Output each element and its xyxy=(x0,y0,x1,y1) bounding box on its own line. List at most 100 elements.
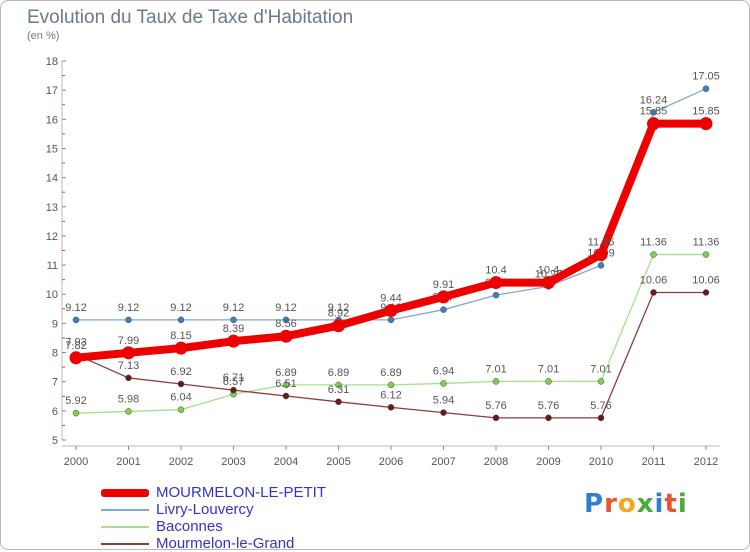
data-point xyxy=(72,316,80,324)
data-point xyxy=(647,117,660,131)
data-label: 15.85 xyxy=(640,106,668,118)
data-label: 15.85 xyxy=(692,106,720,118)
data-label: 8.39 xyxy=(223,323,244,335)
data-point xyxy=(440,306,447,313)
data-label: 7.82 xyxy=(65,340,86,352)
legend-label: Livry-Louvercy xyxy=(156,501,254,518)
data-point xyxy=(177,380,185,388)
data-label: 7.01 xyxy=(590,363,611,375)
data-point xyxy=(384,304,398,318)
logo-letter: i xyxy=(677,489,688,519)
series-mourmelon-le-grand: 7.93 7.13 6.92 6.71 6.51 6.31 6.12 5.94 5.76 5.76… xyxy=(65,274,720,422)
data-label: 6.04 xyxy=(170,392,191,404)
data-point xyxy=(387,381,395,389)
data-point xyxy=(702,251,710,258)
data-label: 6.94 xyxy=(433,365,454,377)
data-label: 6.57 xyxy=(223,376,244,388)
chart-title: Evolution du Taux de Taxe d'Habitation xyxy=(27,7,354,28)
data-point xyxy=(122,346,135,360)
data-label: 6.31 xyxy=(328,384,349,396)
x-tick-label: 2001 xyxy=(116,456,140,468)
data-label: 6.71 xyxy=(223,372,244,384)
data-point xyxy=(545,414,552,422)
data-label: 7.99 xyxy=(118,335,139,347)
data-label: 5.76 xyxy=(590,400,611,412)
data-point xyxy=(492,291,500,299)
y-tick-label: 14 xyxy=(46,173,58,185)
data-label: 5.94 xyxy=(433,395,454,407)
y-tick-label: 11 xyxy=(47,260,58,272)
x-tick-label: 2000 xyxy=(64,456,88,468)
y-tick-label: 16 xyxy=(46,114,58,126)
x-tick-label: 2010 xyxy=(589,456,613,468)
data-point xyxy=(335,381,342,389)
data-label: 6.89 xyxy=(380,367,401,379)
legend-swatch xyxy=(101,525,149,528)
x-tick-label: 2004 xyxy=(274,456,298,468)
data-label: 10.06 xyxy=(692,274,720,286)
data-point xyxy=(335,398,342,406)
data-point xyxy=(177,316,185,324)
data-label: 10.06 xyxy=(640,274,668,286)
proxiti-logo: Proxiti xyxy=(584,489,688,519)
data-point xyxy=(230,316,237,324)
logo-letter: i xyxy=(654,489,665,519)
y-tick-label: 18 xyxy=(46,56,58,68)
data-point xyxy=(492,414,500,422)
x-tick-label: 2002 xyxy=(169,456,193,468)
data-label: 9.12 xyxy=(223,302,244,314)
logo-letter: P xyxy=(584,489,605,519)
x-tick-label: 2006 xyxy=(379,456,403,468)
x-tick-label: 2012 xyxy=(694,456,718,468)
data-label: 6.92 xyxy=(170,366,191,378)
data-label: 5.92 xyxy=(65,395,86,407)
y-tick-label: 9 xyxy=(52,318,58,330)
y-tick-label: 12 xyxy=(46,231,58,243)
y-tick-label: 13 xyxy=(46,202,58,214)
y-tick-label: 7 xyxy=(52,377,58,389)
y-tick-label: 6 xyxy=(52,406,58,418)
y-tick-label: 17 xyxy=(46,85,58,97)
data-label: 16.24 xyxy=(640,94,668,106)
data-label: 7.93 xyxy=(65,337,86,349)
data-point xyxy=(542,276,555,290)
legend-label: MOURMELON-LE-PETIT xyxy=(156,484,327,501)
data-label: 10.4 xyxy=(485,265,506,277)
data-label: 9.12 xyxy=(328,302,349,314)
data-point xyxy=(69,351,83,365)
x-tick-label: 2011 xyxy=(642,456,666,468)
legend-label: Mourmelon-le-Grand xyxy=(156,535,295,552)
data-label: 7.01 xyxy=(538,363,559,375)
x-tick-label: 2008 xyxy=(484,456,508,468)
data-point xyxy=(702,85,710,92)
data-label: 11.36 xyxy=(693,237,720,249)
data-label: 6.51 xyxy=(275,378,296,390)
data-point xyxy=(699,117,713,131)
data-point xyxy=(545,378,552,385)
data-label: 5.76 xyxy=(485,400,506,412)
data-point xyxy=(597,378,605,385)
data-point xyxy=(125,374,132,382)
line-chart: 5 6 7 8 9 10 11 12 13 14 15 16 17 18 2000 2001 2002 2003 2… xyxy=(46,56,720,468)
x-tick-label: 2005 xyxy=(326,456,350,468)
data-label: 7.01 xyxy=(485,363,506,375)
data-label: 8.15 xyxy=(170,330,191,342)
data-point xyxy=(72,409,80,417)
data-label: 9.12 xyxy=(118,302,139,314)
data-point xyxy=(125,316,132,324)
data-point xyxy=(597,262,605,269)
x-tick-label: 2009 xyxy=(536,456,560,468)
data-label: 9.12 xyxy=(170,302,191,314)
data-point xyxy=(489,276,503,290)
data-point xyxy=(650,289,657,296)
y-tick-label: 15 xyxy=(46,143,58,155)
data-label: 11.36 xyxy=(640,237,667,249)
data-point xyxy=(440,380,447,387)
series-mourmelon-le-petit: 7.82 7.99 8.15 8.39 8.56 8.92 9.44 9.91 10.4 10.4… xyxy=(65,106,720,365)
logo-letter: x xyxy=(636,489,655,519)
data-point xyxy=(594,248,608,262)
data-point xyxy=(279,329,293,343)
data-label: 9.44 xyxy=(380,293,401,305)
legend-swatch xyxy=(101,488,149,497)
